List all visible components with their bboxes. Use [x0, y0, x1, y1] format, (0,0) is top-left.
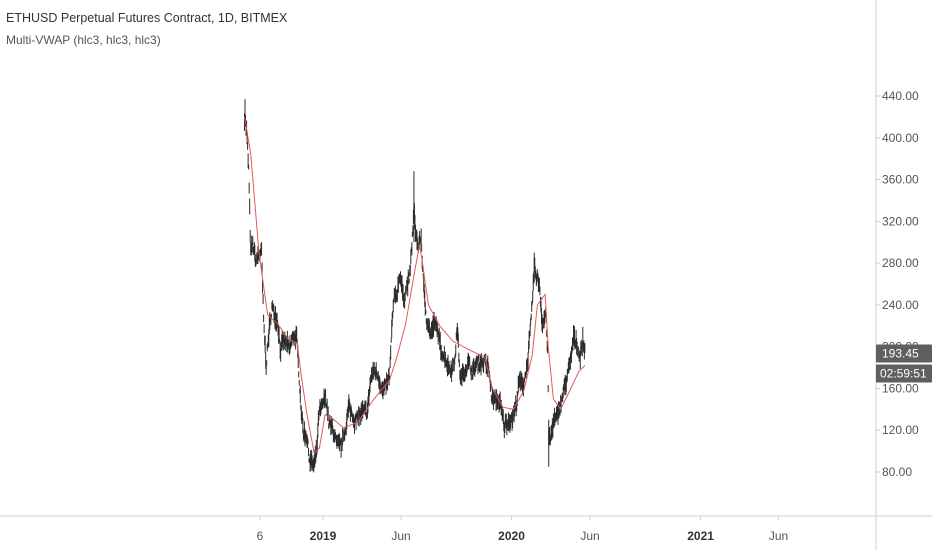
chart-title: ETHUSD Perpetual Futures Contract, 1D, B… [6, 11, 288, 25]
last-price-badge [876, 344, 932, 363]
time-tick-label: Jun [391, 529, 410, 543]
countdown-label: 02:59:51 [880, 367, 927, 381]
countdown-badge [876, 364, 932, 383]
time-tick-label: 2021 [687, 529, 714, 543]
price-bars [244, 113, 586, 473]
last-price-label: 193.45 [882, 347, 919, 361]
price-tick-label: 400.00 [882, 131, 919, 145]
price-tick-label: 360.00 [882, 173, 919, 187]
price-tick-label: 240.00 [882, 298, 919, 312]
price-tick-label: 440.00 [882, 89, 919, 103]
time-tick-label: 6 [257, 529, 264, 543]
vwap-line [244, 116, 586, 455]
price-tick-label: 80.00 [882, 465, 912, 479]
time-tick-label: Jun [580, 529, 599, 543]
price-tick-label: 120.00 [882, 423, 919, 437]
price-tick-label: 320.00 [882, 214, 919, 228]
indicator-legend[interactable]: Multi-VWAP (hlc3, hlc3, hlc3) [6, 33, 161, 47]
price-tick-label: 160.00 [882, 381, 919, 395]
price-tick-label: 280.00 [882, 256, 919, 270]
time-tick-label: 2020 [498, 529, 525, 543]
time-tick-label: Jun [769, 529, 788, 543]
time-tick-label: 2019 [310, 529, 337, 543]
